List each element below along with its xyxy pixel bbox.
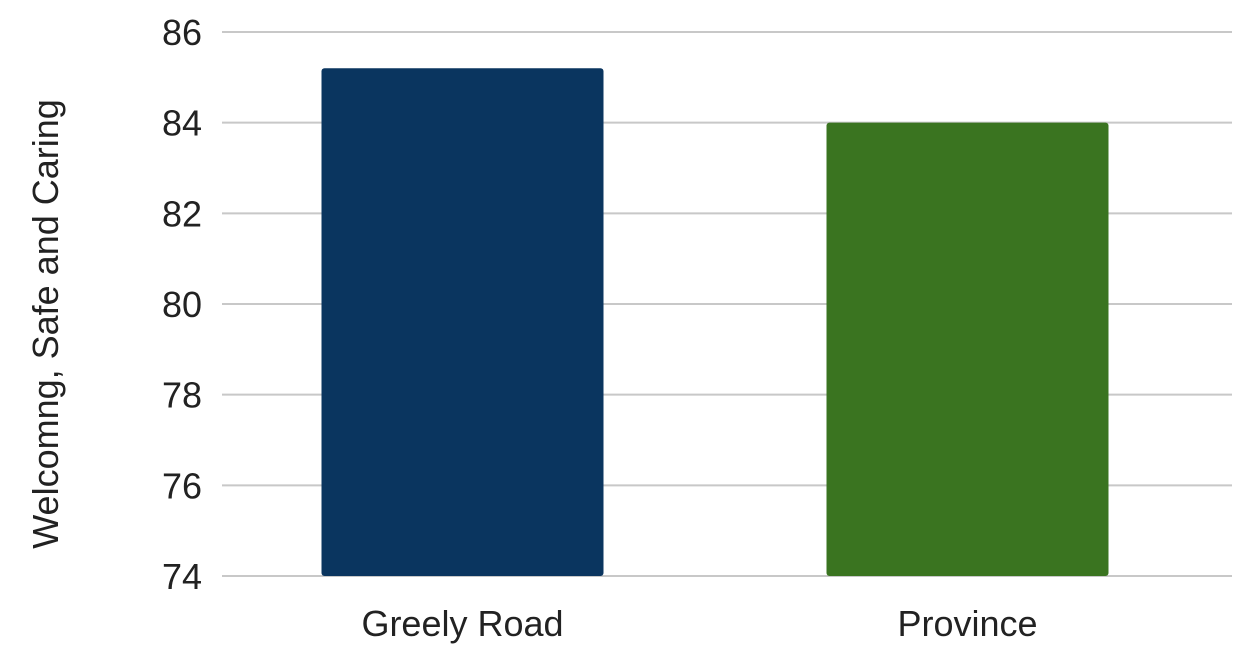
y-tick-label: 74 (162, 556, 202, 597)
bars (321, 68, 1109, 577)
y-tick-label: 76 (162, 465, 202, 506)
y-axis-ticks: 74 76 78 80 82 84 86 (162, 12, 202, 597)
bar-province (826, 122, 1109, 577)
y-tick-label: 78 (162, 375, 202, 416)
x-axis-labels: Greely Road Province (361, 603, 1037, 644)
x-category-label: Province (897, 603, 1037, 644)
x-category-label: Greely Road (361, 603, 563, 644)
y-axis-title: Welcomng, Safe and Caring (25, 99, 66, 549)
y-tick-label: 84 (162, 103, 202, 144)
y-tick-label: 82 (162, 193, 202, 234)
y-tick-label: 80 (162, 284, 202, 325)
bar-greely-road (321, 68, 604, 577)
y-tick-label: 86 (162, 12, 202, 53)
